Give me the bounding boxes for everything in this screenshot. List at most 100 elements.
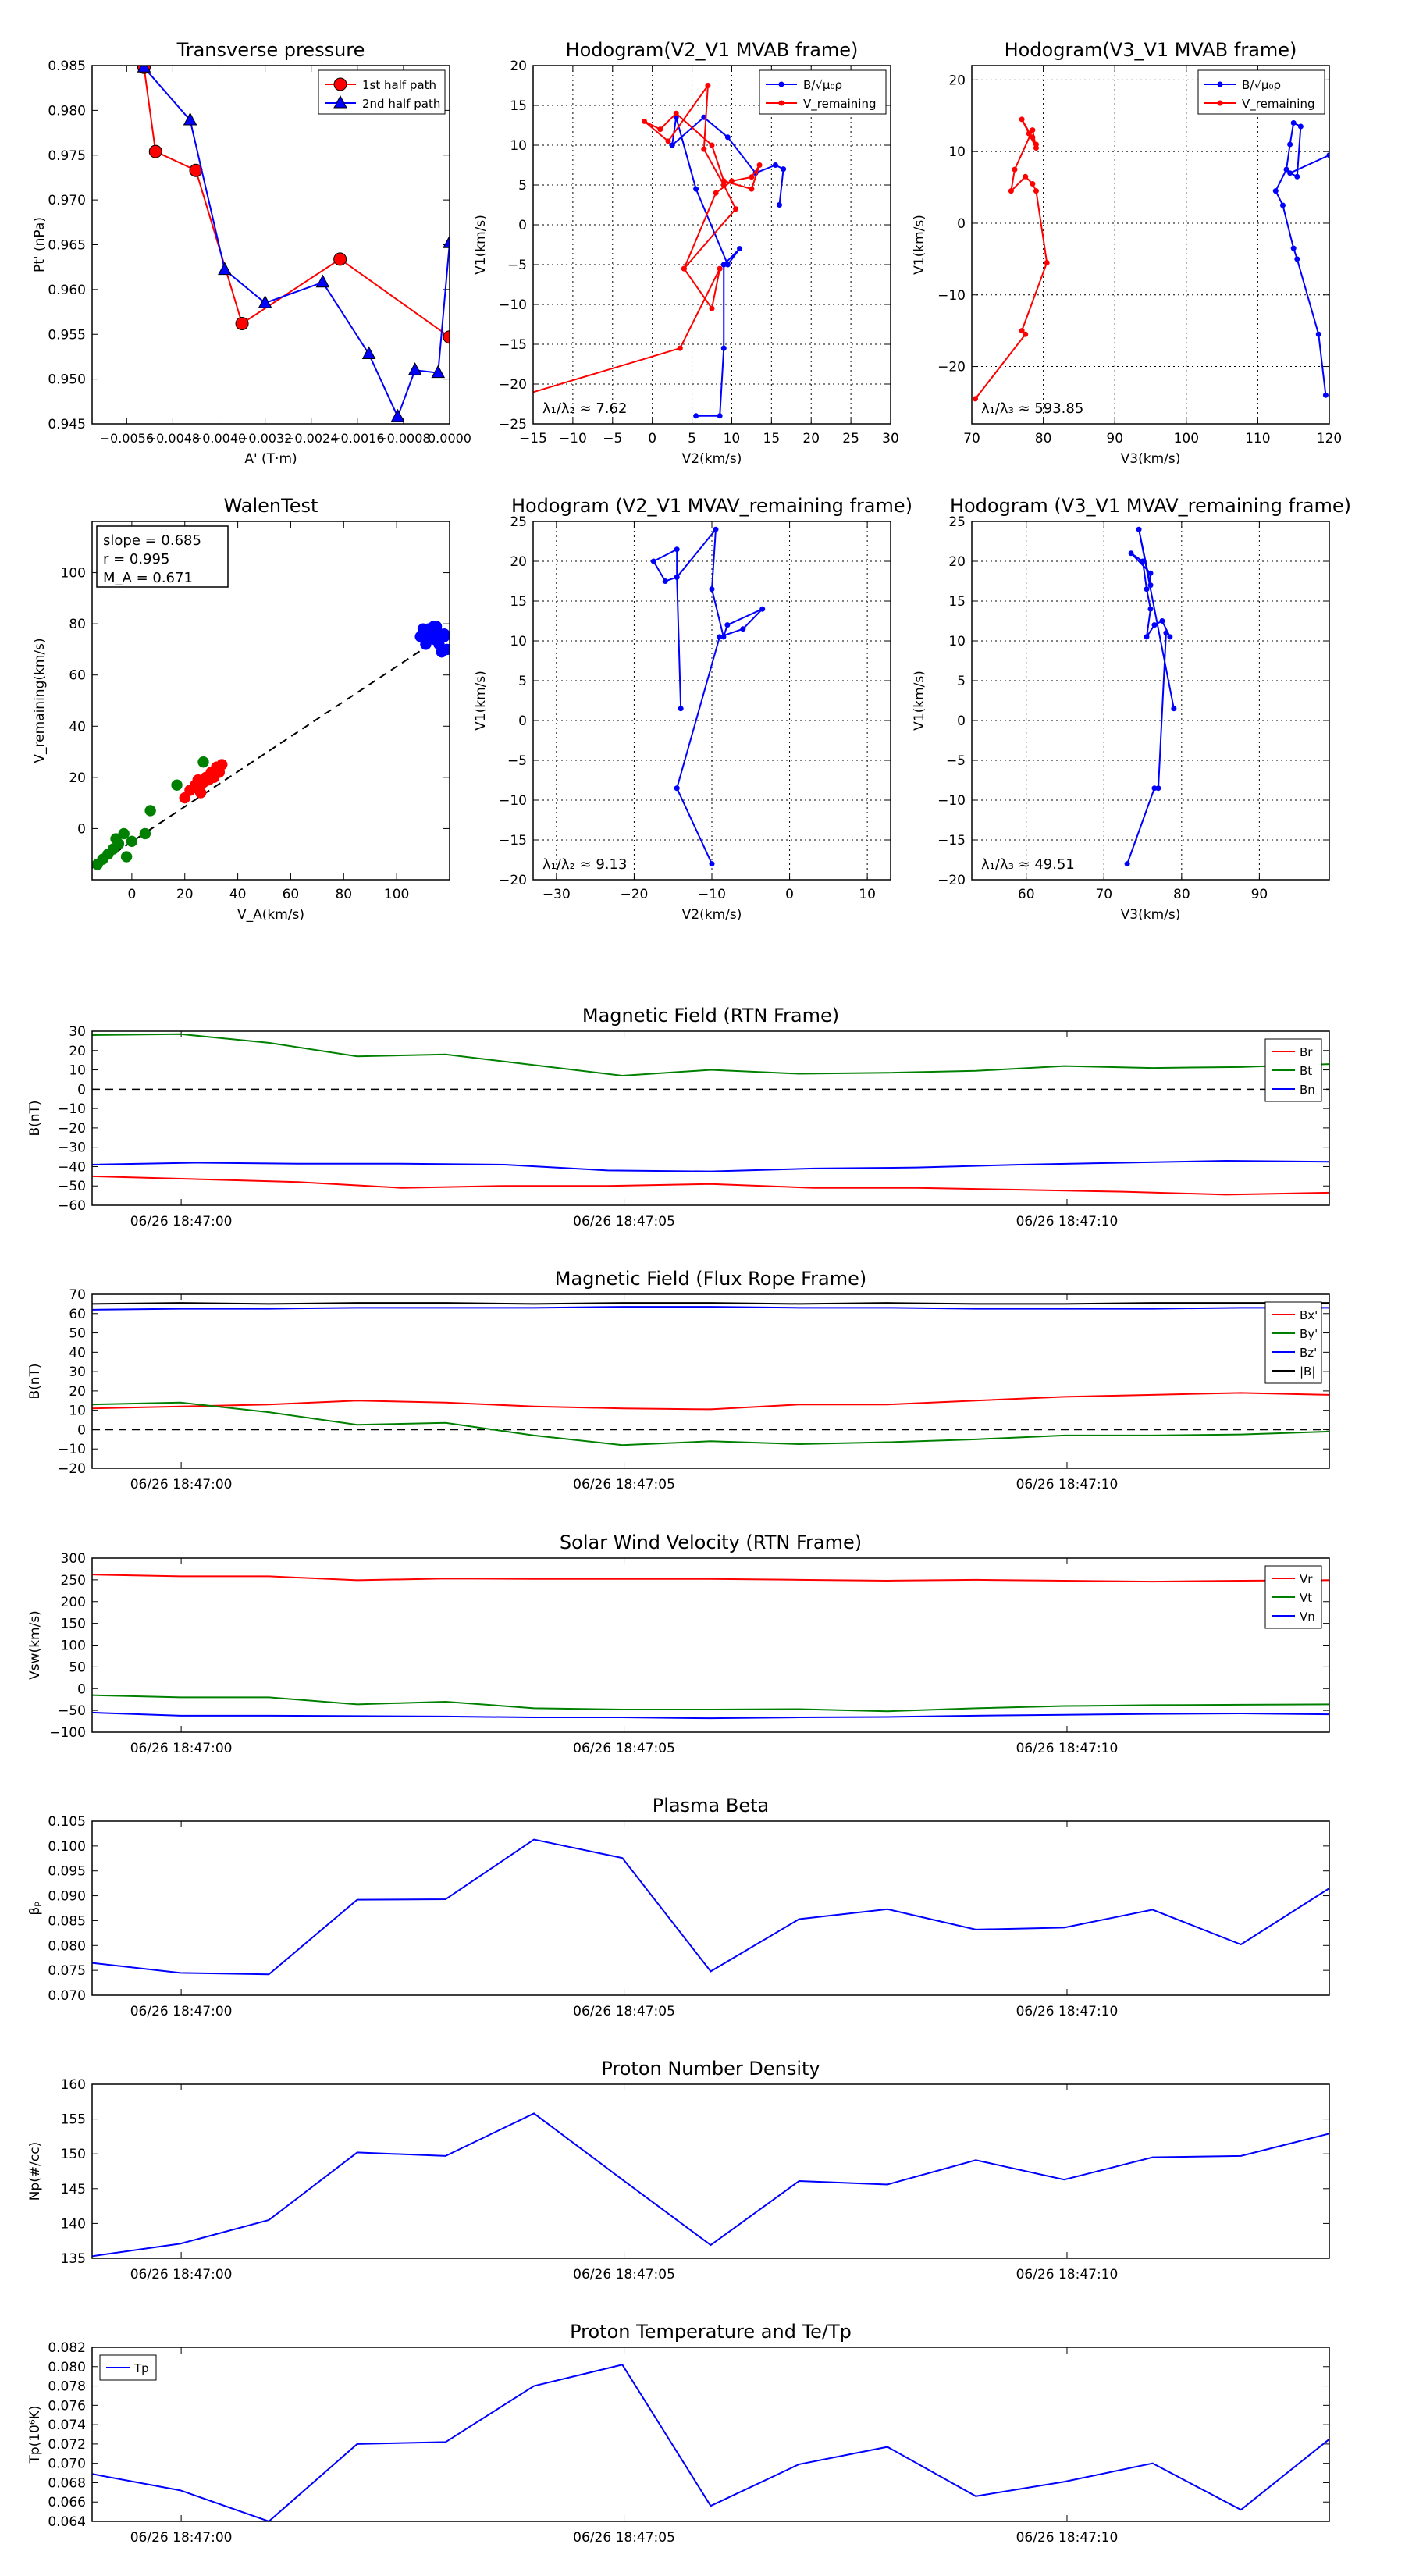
data-point xyxy=(126,835,138,848)
data-point xyxy=(407,362,422,375)
y-axis-label: Tp(10⁶K) xyxy=(27,2405,43,2464)
data-point xyxy=(724,622,731,628)
data-point xyxy=(665,138,671,144)
data-point xyxy=(171,779,183,791)
data-point xyxy=(733,206,739,212)
x-tick-label: 06/26 18:47:10 xyxy=(1016,2004,1119,2019)
y-tick-label: −10 xyxy=(937,793,966,809)
y-tick-label: −40 xyxy=(58,1159,86,1175)
y-tick-label: 70 xyxy=(69,1287,86,1303)
x-tick-label: −20 xyxy=(620,887,648,902)
x-tick-label: 06/26 18:47:00 xyxy=(130,1214,233,1229)
y-axis-label: Np(#/cc) xyxy=(27,2142,43,2201)
y-tick-label: −100 xyxy=(49,1725,86,1741)
data-point xyxy=(677,345,683,351)
chart-title: WalenTest xyxy=(224,495,318,517)
chart-title: Magnetic Field (Flux Rope Frame) xyxy=(555,1268,866,1290)
data-point xyxy=(709,586,715,592)
data-point xyxy=(1144,586,1150,592)
data-point xyxy=(673,110,679,116)
data-point xyxy=(720,182,727,188)
data-point xyxy=(701,146,707,152)
y-tick-label: −5 xyxy=(507,753,527,769)
data-point xyxy=(1008,188,1014,194)
x-tick-label: −10 xyxy=(698,887,726,902)
y-tick-label: 135 xyxy=(61,2251,86,2267)
y-tick-label: −20 xyxy=(58,1121,86,1137)
y-tick-label: 0 xyxy=(957,713,966,729)
data-point xyxy=(681,265,687,272)
x-tick-label: 0 xyxy=(785,887,794,902)
y-tick-label: −50 xyxy=(58,1703,86,1719)
x-tick-label: −0.0040 xyxy=(192,431,246,446)
timeseries-vsw: Solar Wind Velocity (RTN Frame) −100 −50 0 5… xyxy=(27,1532,1330,1756)
y-axis-label: V1(km/s) xyxy=(473,215,489,275)
chart-title: Hodogram (V2_V1 MVAV_remaining frame) xyxy=(511,495,912,517)
x-tick-label: 5 xyxy=(688,431,696,447)
data-point xyxy=(756,162,763,168)
data-point xyxy=(973,396,979,402)
x-tick-label: 06/26 18:47:00 xyxy=(130,2267,233,2282)
y-tick-label: 5 xyxy=(518,674,527,689)
chart-title: Hodogram(V3_V1 MVAB frame) xyxy=(1005,39,1297,61)
y-tick-label: 25 xyxy=(510,514,527,530)
x-tick-label: 80 xyxy=(335,887,352,902)
data-point xyxy=(1023,331,1029,337)
x-tick-label: 10 xyxy=(859,887,876,902)
data-point xyxy=(693,186,699,192)
x-tick-label: 06/26 18:47:10 xyxy=(1016,1741,1119,1756)
y-tick-label: −10 xyxy=(937,288,966,304)
data-point xyxy=(1124,861,1130,867)
x-tick-label: 25 xyxy=(842,431,859,447)
chart-title: Solar Wind Velocity (RTN Frame) xyxy=(560,1532,862,1553)
data-point xyxy=(693,413,699,419)
axes-frame xyxy=(971,65,1330,425)
panel-hr31: Hodogram (V3_V1 MVAV_remaining frame) 60 7… xyxy=(912,495,1351,923)
x-tick-label: 70 xyxy=(1095,887,1112,902)
x-tick-label: 15 xyxy=(763,431,781,447)
x-tick-label: 0.0000 xyxy=(428,431,471,446)
x-tick-label: 0 xyxy=(127,887,136,902)
series-line xyxy=(652,527,763,865)
panel-tp: Transverse pressure −0.0056−0.0048−0.0040… xyxy=(32,39,471,467)
data-point xyxy=(669,142,675,148)
series-line xyxy=(533,83,761,393)
y-tick-label: 0 xyxy=(77,1681,86,1697)
x-tick-label: −0.0032 xyxy=(238,431,292,446)
y-axis-label: V1(km/s) xyxy=(473,671,489,731)
y-tick-label: −20 xyxy=(937,873,966,888)
x-tick-label: −5 xyxy=(603,431,622,447)
y-tick-label: −25 xyxy=(499,417,527,432)
data-point xyxy=(1297,123,1304,130)
timeseries-np: Proton Number Density 135 140 145 150 155 160 0… xyxy=(27,2058,1330,2282)
data-point xyxy=(139,827,151,840)
y-tick-label: 0.970 xyxy=(48,193,86,208)
axes-frame xyxy=(91,65,450,425)
y-tick-label: −15 xyxy=(499,337,527,353)
data-point xyxy=(772,162,778,168)
legend-box xyxy=(1264,1301,1322,1384)
y-tick-label: 30 xyxy=(69,1364,86,1380)
legend-label: |B| xyxy=(1300,1364,1315,1379)
data-point xyxy=(258,295,272,308)
timeseries-bfield: Magnetic Field (RTN Frame) −60 −50 −40 −30 −2… xyxy=(27,1005,1330,1229)
y-tick-label: 0.070 xyxy=(48,2457,86,2472)
series-line xyxy=(91,1033,1330,1076)
x-tick-label: 20 xyxy=(176,887,194,902)
data-point xyxy=(1147,606,1154,612)
annotation-text: slope = 0.685 xyxy=(103,532,201,549)
y-tick-label: 0.080 xyxy=(48,2360,86,2375)
annotation-text: λ₁/λ₃ ≈ 593.85 xyxy=(981,400,1083,417)
x-tick-label: 06/26 18:47:05 xyxy=(573,1741,675,1756)
data-point xyxy=(148,144,162,158)
y-tick-label: 10 xyxy=(69,1404,86,1419)
data-point xyxy=(720,345,727,351)
x-tick-label: 06/26 18:47:00 xyxy=(130,1741,233,1756)
y-tick-label: −60 xyxy=(58,1198,86,1214)
data-point xyxy=(1030,127,1036,133)
x-axis-label: V2(km/s) xyxy=(682,451,742,467)
y-tick-label: 20 xyxy=(948,73,966,88)
data-point xyxy=(333,252,347,266)
data-point xyxy=(315,274,330,288)
